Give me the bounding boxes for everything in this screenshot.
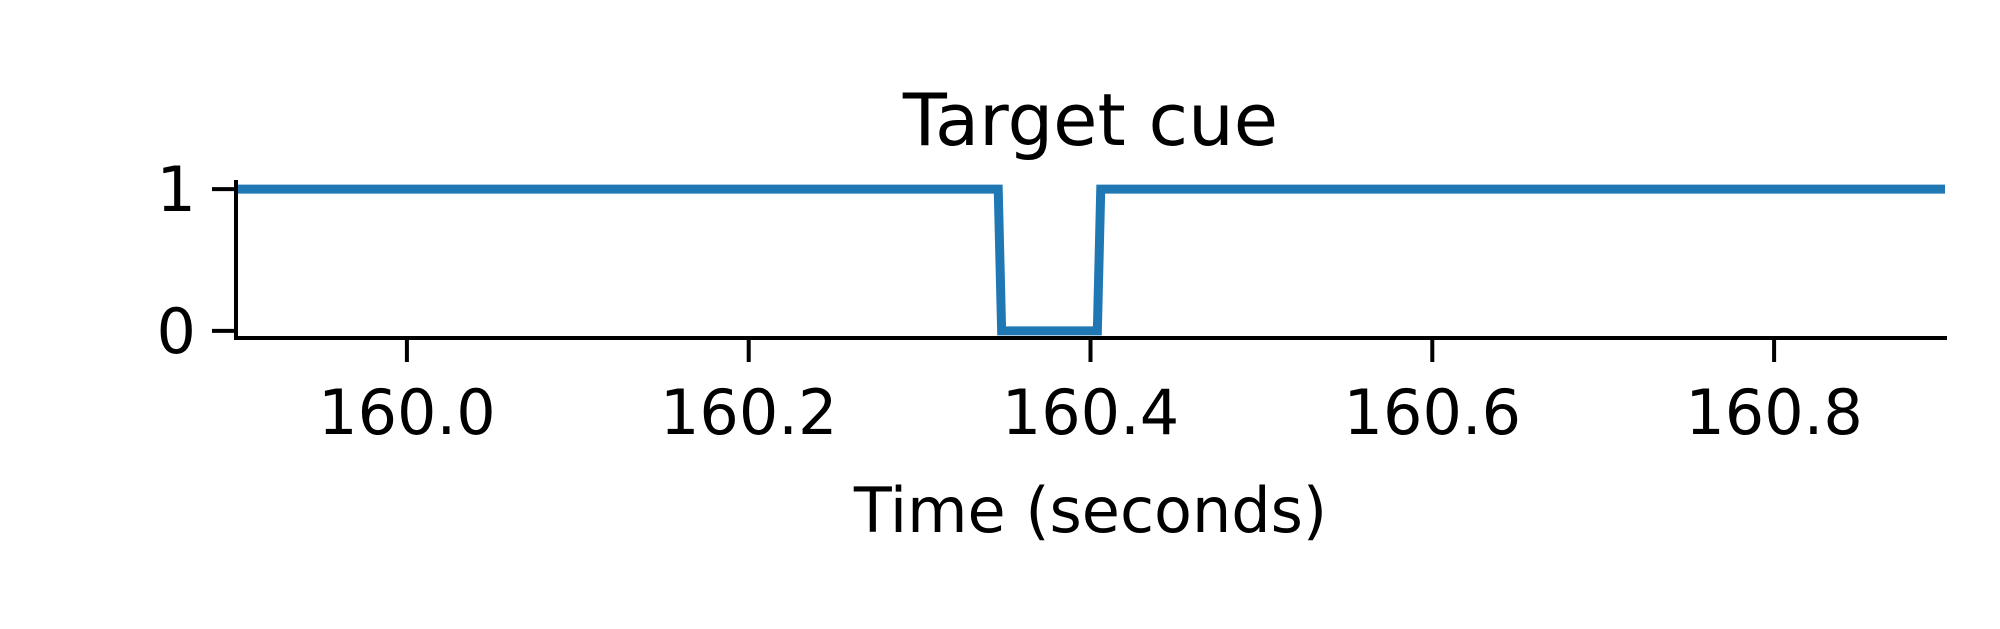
- x-tick-label: 160.6: [1344, 376, 1522, 449]
- x-axis-label: Time (seconds): [853, 474, 1327, 547]
- y-tick-label: 1: [157, 153, 196, 226]
- x-tick-label: 160.2: [660, 376, 838, 449]
- plot-area: 160.0 160.2 160.4 160.6 160.8 0 1: [157, 153, 1947, 449]
- y-tick-label: 0: [157, 295, 196, 368]
- x-tick-label: 160.8: [1685, 376, 1863, 449]
- chart-title: Target cue: [902, 78, 1278, 162]
- x-tick-label: 160.0: [318, 376, 496, 449]
- series-line-1: [236, 184, 1945, 336]
- x-tick-label: 160.4: [1002, 376, 1180, 449]
